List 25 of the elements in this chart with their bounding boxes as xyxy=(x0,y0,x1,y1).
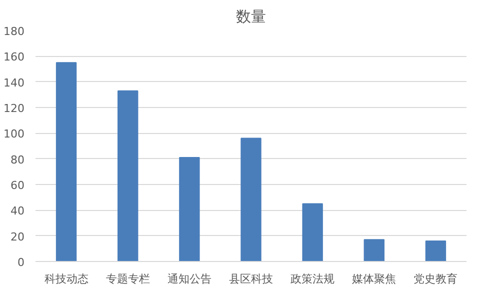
y-tick-label: 0 xyxy=(18,256,24,269)
chart-title: 数量 xyxy=(236,8,266,26)
bar xyxy=(364,239,384,262)
bar xyxy=(302,203,323,262)
y-tick-label: 20 xyxy=(10,230,25,244)
x-tick-label: 科技动态 xyxy=(44,272,88,286)
x-tick-label: 县区科技 xyxy=(229,272,273,286)
x-tick-label: 党史教育 xyxy=(414,272,458,286)
x-tick-label: 政策法规 xyxy=(290,272,335,286)
y-tick-label: 160 xyxy=(4,50,25,64)
x-tick-label: 通知公告 xyxy=(167,272,212,286)
y-tick-label: 80 xyxy=(10,153,25,166)
x-tick-label: 媒体聚焦 xyxy=(352,272,396,286)
bar xyxy=(179,157,200,262)
y-tick-label: 120 xyxy=(4,102,25,115)
y-tick-label: 40 xyxy=(10,204,25,218)
bar xyxy=(240,138,262,262)
y-tick-label: 60 xyxy=(10,179,25,192)
y-tick-label: 180 xyxy=(4,25,25,38)
bar xyxy=(425,240,446,262)
x-tick-label: 专题专栏 xyxy=(106,272,150,286)
bar xyxy=(56,62,77,262)
bar xyxy=(118,90,138,262)
y-tick-label: 100 xyxy=(4,128,25,141)
y-tick-label: 140 xyxy=(4,76,25,90)
